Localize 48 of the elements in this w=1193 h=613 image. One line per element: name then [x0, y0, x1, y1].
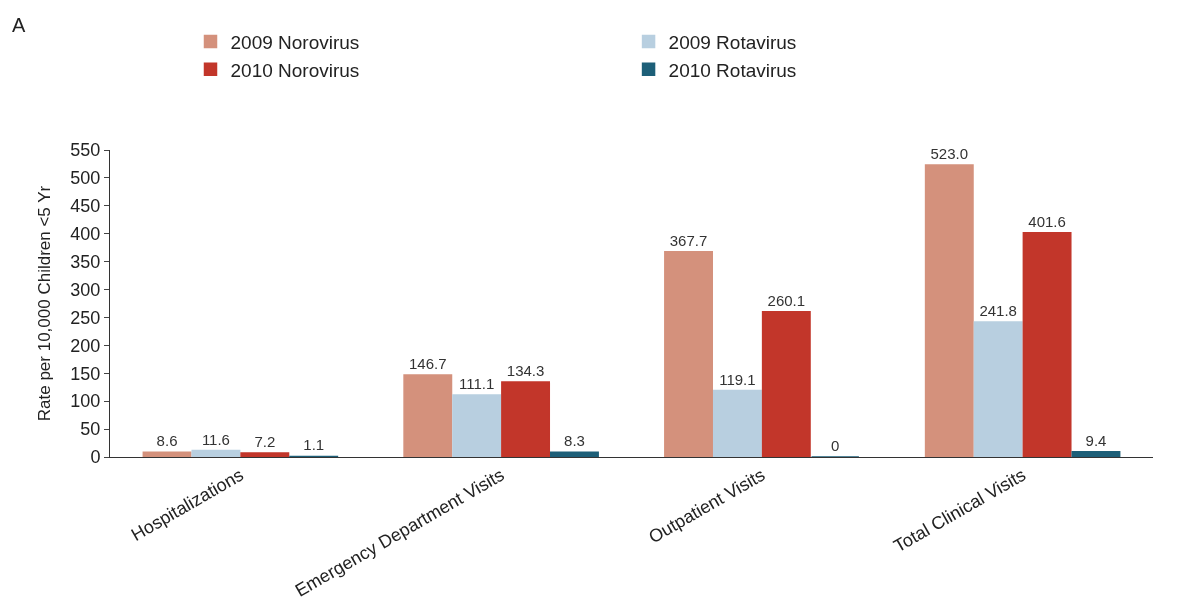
data-label: 146.7: [409, 355, 447, 373]
data-label: 8.3: [564, 432, 585, 450]
bar: [973, 321, 1023, 457]
bar: [924, 164, 974, 457]
bar: [142, 451, 192, 457]
bar: [403, 374, 453, 457]
y-tick-label: 400: [70, 224, 101, 245]
y-axis-title: Rate per 10,000 Children <5 Yr: [34, 185, 54, 422]
bar: [664, 251, 713, 457]
y-tick-label: 100: [70, 391, 101, 412]
data-label: 1.1: [303, 436, 325, 454]
data-label: 523.0: [930, 145, 969, 163]
legend-label: 2010 Norovirus: [230, 59, 360, 81]
data-label: 134.3: [506, 362, 545, 380]
y-tick-label: 500: [70, 168, 101, 189]
y-tick-label: 250: [70, 307, 101, 328]
data-label: 9.4: [1085, 431, 1107, 449]
bar: [1071, 451, 1121, 457]
data-label: 11.6: [201, 430, 230, 448]
data-label: 241.8: [979, 302, 1017, 320]
data-label: 119.1: [719, 370, 756, 388]
data-label: 8.6: [156, 432, 178, 450]
data-label: 260.1: [767, 291, 806, 309]
bar: [240, 452, 290, 457]
y-tick-label: 300: [70, 279, 101, 300]
legend-label: 2010 Rotavirus: [668, 59, 797, 81]
y-tick-label: 200: [70, 335, 101, 356]
legend-label: 2009 Norovirus: [230, 31, 360, 53]
data-label: 111.1: [459, 374, 495, 392]
data-label: 401.6: [1028, 212, 1066, 230]
bar: [1022, 232, 1072, 457]
y-tick-label: 450: [70, 196, 101, 217]
data-label: 7.2: [254, 432, 276, 450]
data-label: 0: [831, 437, 840, 454]
bar: [191, 449, 241, 457]
y-tick-label: 50: [80, 419, 101, 440]
bar: [550, 451, 599, 457]
bar: [452, 394, 502, 457]
y-tick-label: 150: [70, 363, 101, 384]
chart-title: A: [11, 14, 26, 37]
y-tick-label: 350: [70, 251, 101, 272]
bar: [761, 311, 811, 457]
bar: [712, 389, 762, 457]
data-label: 367.7: [669, 231, 708, 249]
y-tick-label: 0: [90, 447, 101, 468]
y-tick-label: 550: [70, 140, 101, 161]
bar: [501, 381, 551, 457]
legend-label: 2009 Rotavirus: [668, 31, 797, 53]
